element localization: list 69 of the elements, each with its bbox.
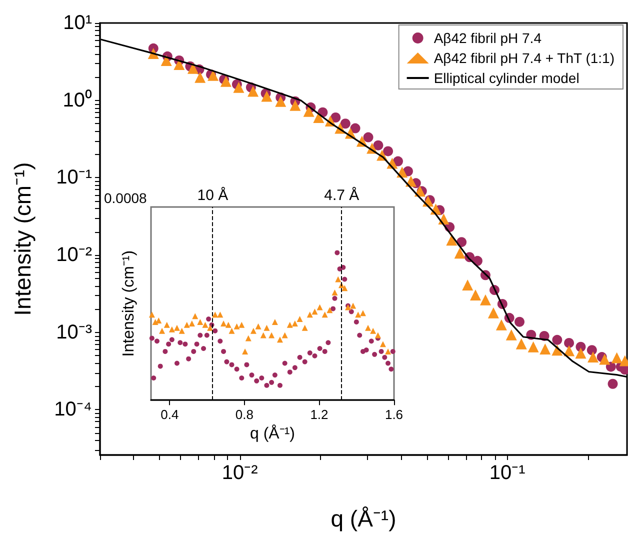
y-axis-title: Intensity (cm⁻¹) [10, 162, 36, 316]
x-tick-label: 1.2 [310, 407, 328, 422]
point [250, 328, 256, 334]
x-axis-title: q (Å⁻¹) [250, 424, 295, 442]
ref-line-label: 4.7 Å [324, 186, 360, 204]
point [184, 322, 190, 328]
point [225, 322, 232, 328]
point [197, 318, 204, 325]
point [220, 320, 227, 326]
ref-line-label: 10 Å [197, 186, 228, 204]
point [312, 308, 318, 315]
point [164, 322, 170, 328]
legend-label: Aβ42 fibril pH 7.4 [434, 30, 542, 46]
point [159, 328, 166, 334]
point [302, 324, 308, 331]
point [332, 289, 338, 296]
point [282, 332, 288, 338]
point [335, 276, 342, 282]
point [385, 348, 392, 354]
point [174, 324, 180, 331]
y-tick-label: 10⁻⁴ [54, 398, 92, 421]
point [207, 324, 214, 331]
point [264, 324, 270, 331]
point [268, 332, 275, 338]
point [202, 322, 208, 328]
point [286, 322, 293, 328]
point [365, 324, 372, 331]
point [228, 328, 235, 334]
point [276, 336, 283, 343]
point [260, 332, 266, 338]
point [292, 320, 298, 326]
point [380, 341, 386, 348]
y-tick-label: 10⁰ [62, 88, 92, 112]
y-tick-label: 10⁻³ [56, 321, 92, 344]
point [192, 313, 198, 320]
point [242, 348, 248, 354]
point [296, 316, 303, 322]
point [212, 312, 218, 318]
y-axis-title: Intensity (cm⁻¹) [120, 250, 138, 357]
point [234, 323, 240, 330]
point [326, 307, 333, 314]
point [188, 320, 195, 326]
legend-label: Elliptical cylinder model [434, 70, 580, 86]
point [350, 302, 356, 309]
point [238, 322, 245, 328]
point [374, 332, 381, 338]
point [316, 304, 323, 310]
point [168, 326, 175, 332]
x-axis-title: q (Å⁻¹) [330, 506, 396, 532]
y-tick-label: 10⁻² [56, 244, 92, 266]
y-tick-label: 10¹ [63, 12, 92, 34]
point [360, 310, 366, 316]
y-tick-label: 10⁻¹ [56, 166, 92, 189]
point [148, 312, 155, 318]
point [272, 318, 278, 325]
x-tick-label: 1.6 [384, 407, 404, 422]
x-tick-label: 0.8 [235, 407, 254, 422]
point [322, 312, 328, 318]
point [355, 312, 362, 318]
point [217, 312, 224, 318]
point [178, 328, 185, 334]
legend-label: Aβ42 fibril pH 7.4 + ThT (1:1) [434, 50, 615, 66]
point [370, 328, 376, 334]
point [342, 285, 348, 292]
annotation: 0.0008 [104, 190, 148, 206]
x-tick-label: 0.4 [160, 407, 179, 422]
point [245, 335, 252, 342]
point [306, 312, 313, 318]
point [255, 323, 262, 330]
